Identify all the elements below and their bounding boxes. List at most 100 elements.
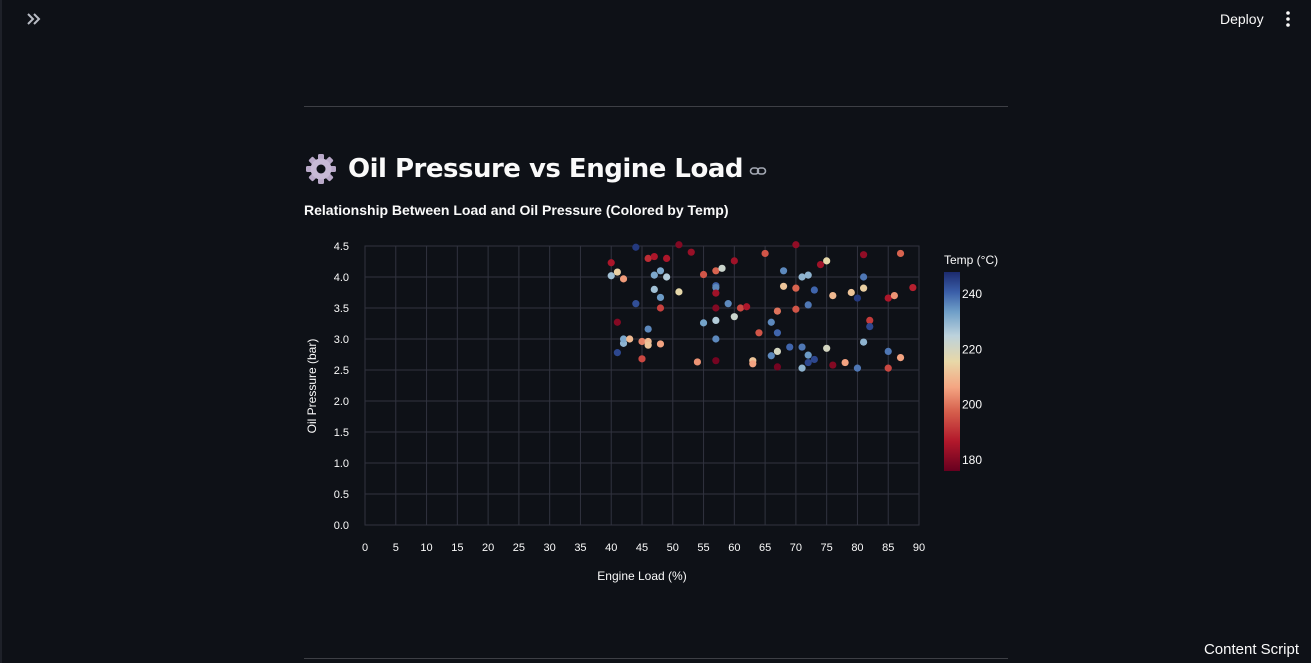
data-point [804, 301, 812, 309]
chart-svg: Relationship Between Load and Oil Pressu… [304, 202, 998, 583]
data-point [810, 355, 818, 364]
data-point [663, 254, 671, 262]
data-point [786, 343, 794, 351]
data-point [890, 292, 898, 300]
data-point [798, 364, 806, 372]
data-point [767, 318, 775, 326]
data-point [773, 363, 782, 371]
data-point [779, 267, 788, 275]
x-tick-label: 15 [451, 542, 463, 554]
y-tick-label: 1.0 [334, 458, 349, 470]
data-point [736, 304, 745, 312]
data-point [829, 361, 837, 369]
y-tick-label: 1.5 [334, 427, 349, 439]
data-point [699, 319, 708, 327]
data-point [761, 249, 769, 258]
data-point [638, 355, 646, 363]
data-point [663, 273, 671, 281]
data-point [841, 358, 849, 367]
data-point [749, 360, 757, 368]
legend-tick-label: 200 [962, 398, 982, 412]
data-point [613, 318, 621, 326]
vertical-ellipsis-icon[interactable] [1279, 9, 1297, 29]
data-point [860, 251, 868, 259]
sidebar-edge [0, 0, 2, 663]
chart-grid [364, 245, 920, 526]
data-point [829, 292, 837, 300]
data-point [644, 254, 652, 262]
data-point [798, 343, 806, 351]
data-point [632, 300, 640, 308]
data-point [847, 288, 855, 297]
x-tick-label: 25 [513, 542, 525, 554]
x-tick-label: 0 [362, 542, 368, 554]
x-tick-label: 55 [697, 542, 709, 554]
data-point [884, 364, 892, 372]
data-point [866, 316, 874, 324]
data-point [853, 364, 862, 372]
y-tick-label: 2.5 [334, 365, 349, 377]
page-title: Oil Pressure vs Engine Load [348, 154, 744, 184]
y-tick-label: 0.0 [334, 520, 349, 532]
chart-title: Relationship Between Load and Oil Pressu… [304, 202, 728, 218]
y-axis-ticks: 0.0 0.5 1.0 1.5 2.0 2.5 3.0 3.5 4.0 4.5 [334, 241, 349, 532]
data-point [767, 352, 775, 360]
y-tick-label: 0.5 [334, 489, 349, 501]
data-point [656, 267, 665, 275]
data-point [656, 304, 665, 312]
data-point [860, 338, 868, 346]
bottom-divider [304, 658, 1008, 659]
data-point [823, 344, 831, 352]
x-tick-label: 30 [544, 542, 556, 554]
data-point [866, 323, 874, 331]
data-point [884, 347, 892, 355]
data-point [896, 249, 905, 258]
data-point [823, 257, 831, 265]
legend-tick-label: 240 [962, 287, 982, 301]
x-tick-label: 90 [913, 542, 925, 554]
data-point [638, 337, 646, 346]
data-point [687, 248, 695, 256]
data-point [755, 329, 763, 337]
data-point [613, 349, 621, 357]
x-axis-ticks: 0 5 10 15 20 25 30 35 40 45 50 55 60 65 70 75 80 85 90 [362, 542, 925, 554]
data-point [730, 257, 738, 265]
x-tick-label: 85 [882, 542, 894, 554]
y-tick-label: 4.0 [334, 272, 349, 284]
legend-tick-label: 180 [962, 453, 982, 467]
data-point [792, 241, 800, 249]
x-tick-label: 5 [393, 542, 399, 554]
data-point [909, 283, 917, 292]
data-point [656, 340, 665, 348]
data-point [626, 335, 634, 343]
data-point [675, 241, 683, 249]
legend-title: Temp (°C) [944, 253, 998, 267]
data-point [792, 305, 800, 313]
data-point [779, 282, 788, 290]
link-icon[interactable] [749, 162, 767, 180]
gear-emoji-icon [306, 154, 336, 184]
double-chevron-right-icon[interactable] [24, 9, 44, 29]
data-point [656, 293, 665, 302]
data-point [810, 286, 818, 294]
x-tick-label: 50 [667, 542, 679, 554]
x-tick-label: 35 [574, 542, 586, 554]
data-point [650, 271, 658, 279]
data-point [712, 289, 720, 297]
data-point [718, 264, 726, 272]
x-tick-label: 10 [420, 542, 432, 554]
top-divider [304, 106, 1008, 107]
y-axis-label: Oil Pressure (bar) [305, 339, 319, 434]
deploy-button[interactable]: Deploy [1220, 11, 1264, 27]
data-point [773, 307, 782, 315]
data-point [773, 329, 782, 337]
x-tick-label: 60 [728, 542, 740, 554]
y-tick-label: 3.5 [334, 303, 349, 315]
data-point [650, 252, 658, 261]
data-points [607, 241, 917, 372]
data-point [860, 284, 868, 292]
data-point [804, 271, 812, 279]
data-point [712, 357, 720, 365]
data-point [884, 294, 892, 302]
page-heading: Oil Pressure vs Engine Load [304, 150, 767, 188]
